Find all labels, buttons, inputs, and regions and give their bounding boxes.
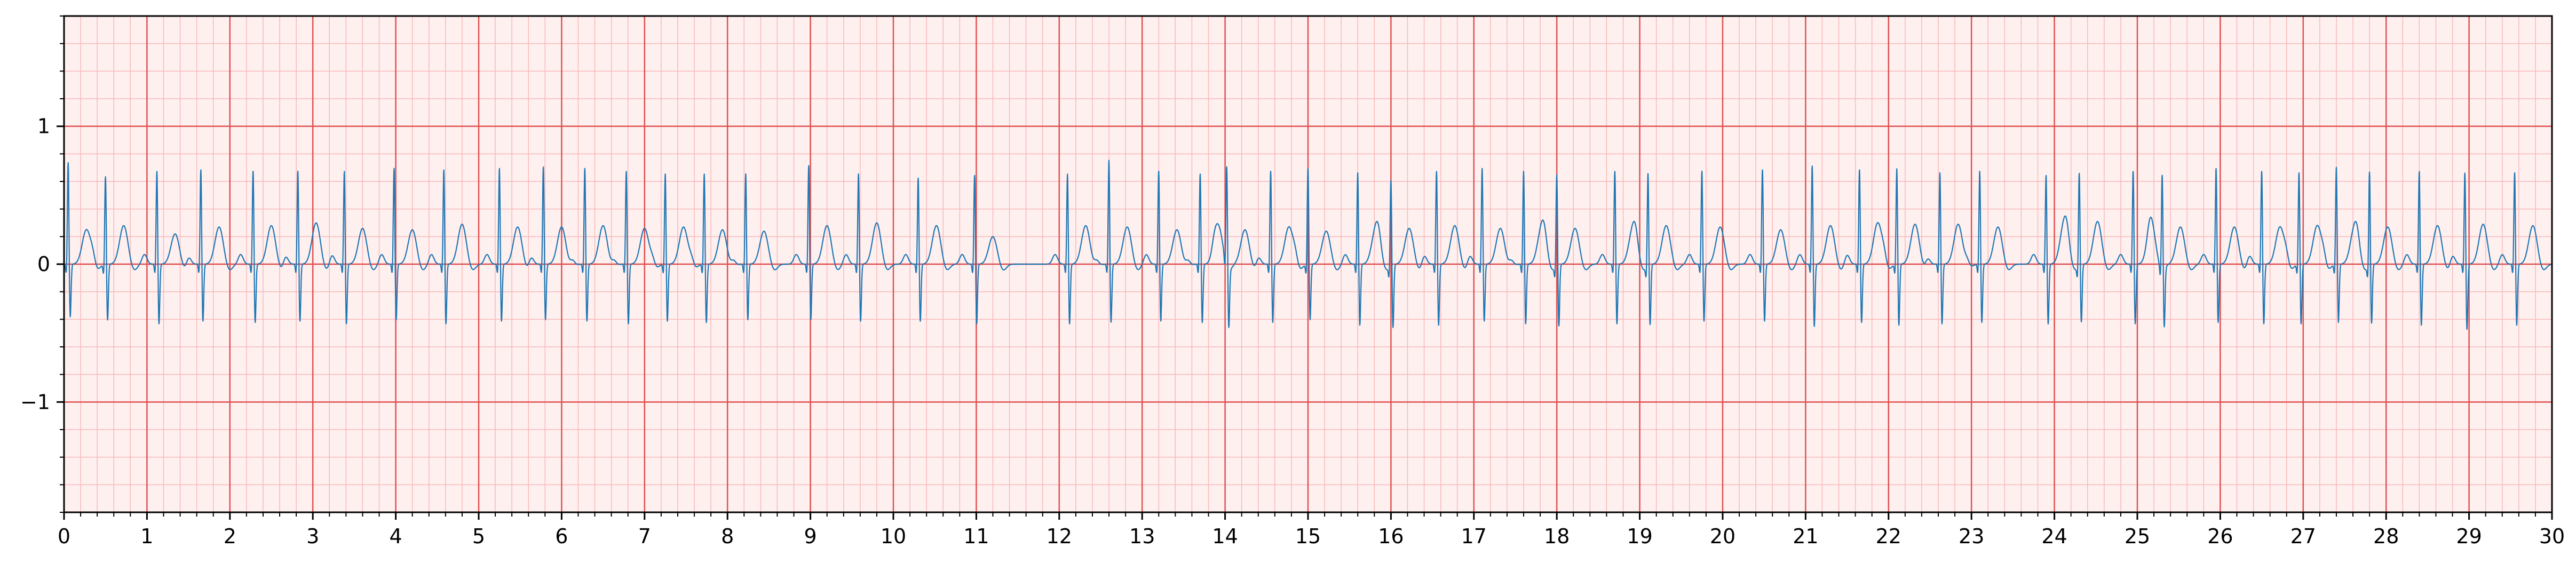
x-tick-label: 9: [804, 525, 817, 548]
x-tick-label: 4: [390, 525, 402, 548]
x-tick-label: 10: [881, 525, 906, 548]
x-tick-label: 5: [472, 525, 485, 548]
x-tick-label: 14: [1212, 525, 1238, 548]
x-tick-label: 23: [1959, 525, 1984, 548]
x-tick-label: 8: [721, 525, 734, 548]
x-tick-label: 24: [2041, 525, 2067, 548]
x-tick-label: 22: [1876, 525, 1901, 548]
x-tick-label: 17: [1461, 525, 1487, 548]
x-tick-label: 26: [2207, 525, 2233, 548]
ecg-signal-line: [64, 160, 2553, 330]
x-tick-label: 3: [306, 525, 319, 548]
x-tick-label: 21: [1793, 525, 1818, 548]
x-tick-label: 29: [2456, 525, 2482, 548]
x-tick-label: 19: [1627, 525, 1652, 548]
x-tick-label: 0: [58, 525, 70, 548]
x-tick-label: 25: [2125, 525, 2150, 548]
x-tick-label: 13: [1129, 525, 1155, 548]
y-tick-label: −1: [20, 390, 50, 414]
x-tick-label: 18: [1544, 525, 1570, 548]
y-axis: −1 0 1: [20, 15, 64, 513]
x-tick-label: 16: [1378, 525, 1404, 548]
x-tick-label: 6: [555, 525, 568, 548]
x-tick-label: 20: [1710, 525, 1735, 548]
x-tick-label: 15: [1295, 525, 1321, 548]
x-tick-label: 30: [2539, 525, 2565, 548]
x-tick-label: 28: [2373, 525, 2399, 548]
x-tick-label: 1: [140, 525, 153, 548]
x-tick-label: 27: [2290, 525, 2316, 548]
x-tick-label: 7: [638, 525, 651, 548]
y-tick-label: 0: [37, 252, 50, 276]
x-axis: 0 1 2 3 4 5 6 7 8 9 10 11 12 13 14 15 16 17 18 19 20 21 22 23 24…: [58, 512, 2565, 548]
x-tick-label: 12: [1047, 525, 1072, 548]
ecg-trace-layer: [64, 160, 2553, 330]
y-tick-label: 1: [37, 115, 50, 138]
x-tick-label: 11: [963, 525, 989, 548]
x-tick-label: 2: [224, 525, 236, 548]
